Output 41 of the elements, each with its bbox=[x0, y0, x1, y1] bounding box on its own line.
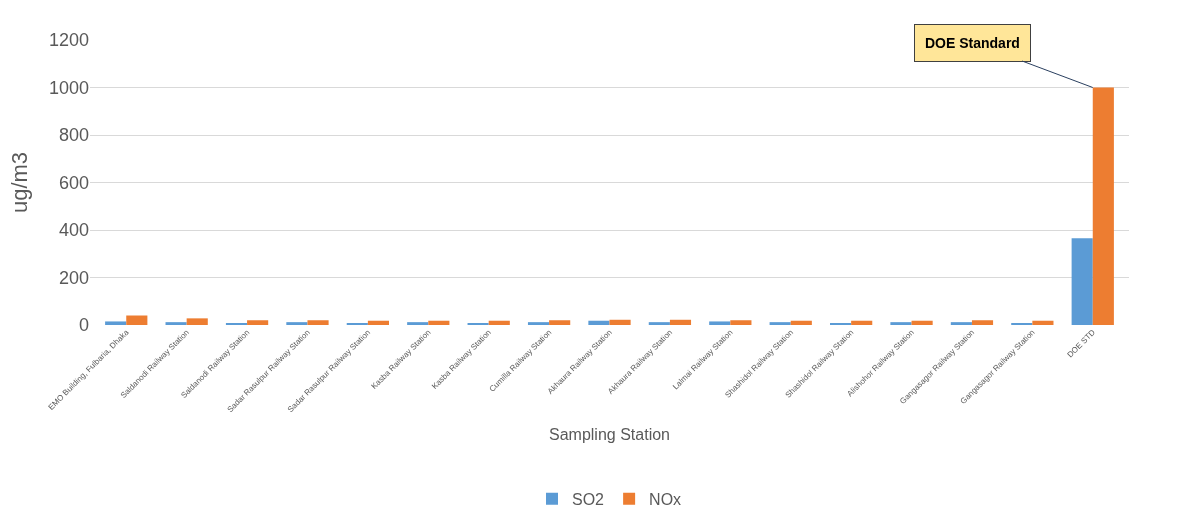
annotation: DOE Standard bbox=[925, 35, 1020, 51]
bar bbox=[247, 320, 269, 325]
bar bbox=[851, 320, 873, 325]
bar bbox=[588, 320, 610, 325]
y-tick-label: 1200 bbox=[48, 30, 89, 51]
bar bbox=[890, 322, 912, 325]
y-tick-label: 200 bbox=[58, 267, 89, 288]
legend-label: SO2 bbox=[572, 490, 605, 508]
y-tick-label: 800 bbox=[58, 125, 89, 146]
legend-label: NOx bbox=[649, 490, 682, 508]
bar bbox=[730, 320, 752, 325]
bar bbox=[488, 320, 510, 325]
bar bbox=[1071, 238, 1093, 325]
bar bbox=[428, 320, 450, 325]
bar bbox=[286, 322, 308, 325]
bar bbox=[367, 320, 390, 325]
bar bbox=[126, 315, 148, 325]
x-axis-title: Sampling Station bbox=[549, 425, 670, 443]
bar bbox=[307, 320, 329, 325]
bar bbox=[709, 321, 731, 325]
bar bbox=[669, 319, 692, 325]
bar bbox=[549, 320, 571, 325]
bar bbox=[971, 320, 994, 325]
bar bbox=[950, 322, 972, 325]
bar bbox=[911, 320, 933, 325]
bar bbox=[648, 322, 670, 325]
y-axis-title: ug/m3 bbox=[6, 151, 32, 214]
y-tick-label: 400 bbox=[58, 220, 89, 241]
bar bbox=[105, 321, 127, 325]
bar bbox=[527, 322, 550, 325]
bar bbox=[1032, 320, 1054, 325]
bar bbox=[1092, 87, 1114, 325]
y-tick-label: 1000 bbox=[48, 77, 89, 98]
y-tick-label: 0 bbox=[78, 315, 89, 336]
bar bbox=[165, 322, 187, 325]
bar bbox=[186, 318, 208, 325]
bar bbox=[407, 322, 429, 325]
bar bbox=[790, 320, 812, 325]
bar bbox=[609, 319, 631, 325]
y-tick-label: 600 bbox=[58, 172, 89, 193]
bar bbox=[769, 322, 791, 325]
